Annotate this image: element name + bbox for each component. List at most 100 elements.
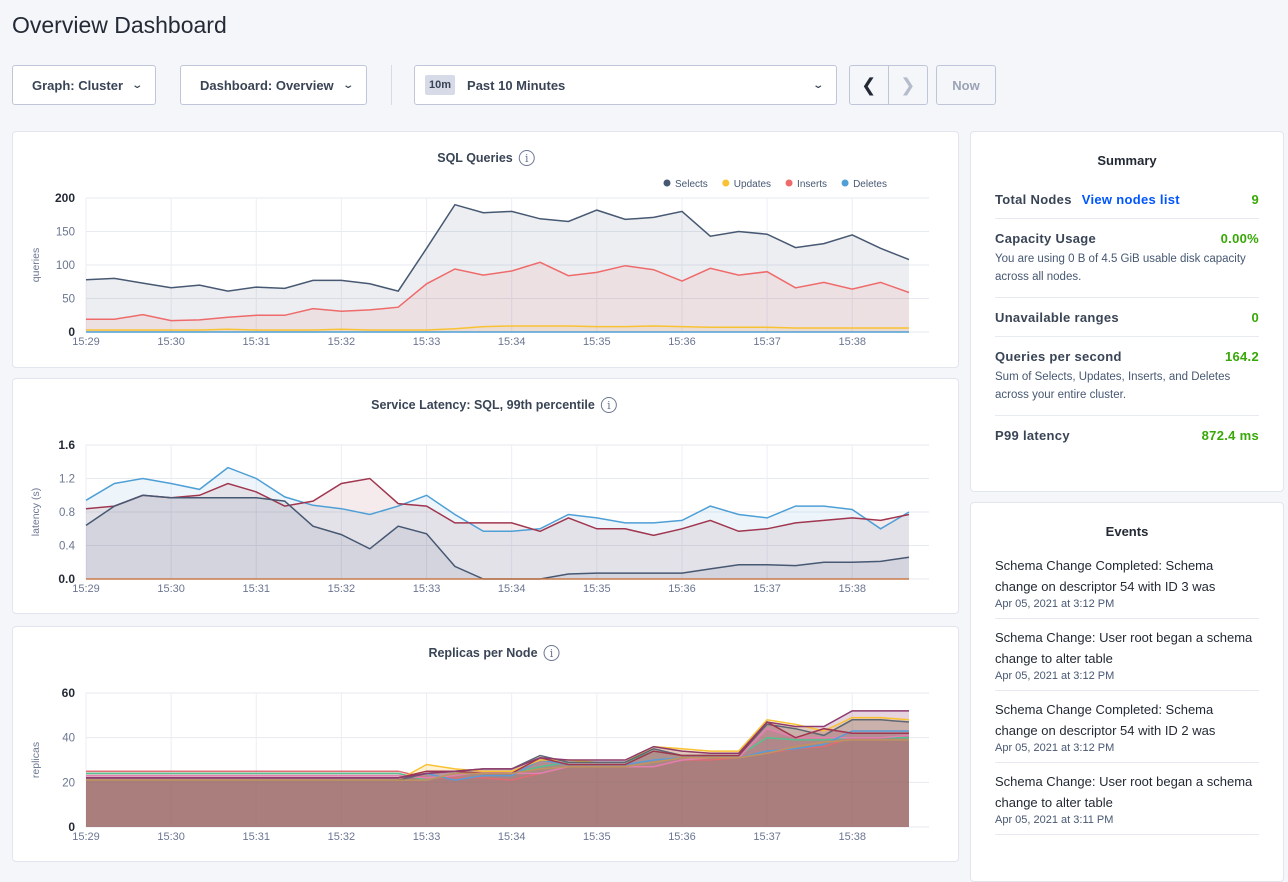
events-panel: Events Schema Change Completed: Schema c… (970, 502, 1284, 882)
series-area (86, 467, 909, 579)
event-text: Schema Change: User root began a schema … (995, 630, 1253, 666)
chevron-down-icon: ⌄ (341, 79, 354, 91)
x-tick-label: 15:32 (328, 583, 356, 595)
x-tick-label: 15:36 (668, 336, 696, 348)
x-tick-label: 15:33 (413, 336, 441, 348)
label: P99 latency (995, 428, 1070, 443)
chart-title: SQL Queries (437, 151, 513, 165)
x-tick-label: 15:29 (72, 583, 100, 595)
x-tick-label: 15:30 (157, 831, 185, 843)
legend-swatch (841, 179, 849, 187)
event-date: Apr 05, 2021 at 3:12 PM (995, 742, 1115, 754)
time-nav: ❮ ❯ (849, 65, 928, 105)
event-text: Schema Change Completed: Schema change o… (995, 702, 1216, 738)
event-item[interactable]: Schema Change: User root began a schema … (995, 763, 1259, 835)
chart-title: Replicas per Node (428, 646, 537, 660)
y-tick-label: 40 (62, 733, 75, 745)
legend-swatch (722, 179, 730, 187)
event-text: Schema Change Completed: Schema change o… (995, 558, 1216, 594)
x-tick-label: 15:37 (753, 336, 781, 348)
y-tick-label: 200 (55, 191, 75, 205)
legend-label: Deletes (853, 179, 887, 190)
chart-title: Service Latency: SQL, 99th percentile (371, 398, 595, 412)
y-tick-label: 0 (68, 325, 75, 339)
legend-swatch (663, 179, 671, 187)
x-tick-label: 15:38 (838, 583, 866, 595)
y-axis-label: queries (30, 248, 42, 282)
summary-panel: Summary Total Nodes View nodes list 9 Capa… (970, 131, 1284, 492)
value: 0.00% (1220, 231, 1259, 246)
x-tick-label: 15:32 (328, 831, 356, 843)
event-item[interactable]: Schema Change Completed: Schema change o… (995, 691, 1259, 763)
y-tick-label: 1.2 (59, 474, 75, 486)
legend-label: Inserts (797, 179, 827, 190)
x-tick-label: 15:34 (498, 583, 526, 595)
x-tick-label: 15:31 (243, 336, 271, 348)
y-tick-label: 0.4 (59, 541, 76, 553)
y-tick-label: 60 (62, 686, 76, 700)
page-title: Overview Dashboard (12, 12, 227, 38)
time-range-badge: 10m (425, 75, 456, 95)
events-title: Events (1105, 524, 1149, 539)
x-tick-label: 15:31 (243, 583, 271, 595)
summary-capacity: Capacity Usage 0.00% You are using 0 B of … (995, 219, 1259, 298)
x-tick-label: 15:36 (668, 831, 696, 843)
series-line-updates (86, 325, 909, 331)
label: Queries per second (995, 349, 1122, 364)
dashboard-selector-label: Dashboard: Overview (200, 77, 334, 93)
graph-selector[interactable]: Graph: Cluster ⌄ (12, 65, 156, 105)
description: Sum of Selects, Updates, Inserts, and De… (995, 371, 1231, 401)
x-tick-label: 15:35 (583, 583, 611, 595)
x-tick-label: 15:29 (72, 336, 100, 348)
x-tick-label: 15:35 (583, 336, 611, 348)
summary-title: Summary (1097, 153, 1157, 168)
summary-total-nodes: Total Nodes View nodes list 9 (995, 180, 1259, 219)
time-range-label: Past 10 Minutes (467, 77, 566, 93)
x-tick-label: 15:30 (157, 336, 185, 348)
label: Total Nodes (995, 192, 1072, 207)
chevron-down-icon: ⌄ (131, 79, 144, 91)
time-range-selector[interactable]: 10m Past 10 Minutes ⌄ (414, 65, 837, 105)
x-tick-label: 15:34 (498, 831, 526, 843)
summary-unavailable-ranges: Unavailable ranges 0 (995, 298, 1259, 337)
x-tick-label: 15:30 (157, 583, 185, 595)
legend-swatch (785, 179, 793, 187)
info-icon (543, 645, 560, 661)
chevron-down-icon: ⌄ (811, 79, 824, 91)
info-icon-glyph: i (607, 399, 611, 412)
event-item[interactable]: Schema Change Completed: Schema change o… (995, 547, 1259, 619)
divider (391, 65, 392, 105)
legend-label: Selects (675, 179, 708, 190)
event-item[interactable]: Schema Change: User root began a schema … (995, 619, 1259, 691)
x-tick-label: 15:37 (753, 583, 781, 595)
x-tick-label: 15:36 (668, 583, 696, 595)
description: You are using 0 B of 4.5 GiB usable disk… (995, 253, 1246, 283)
chevron-left-icon[interactable]: ❮ (850, 66, 889, 104)
value: 9 (1251, 192, 1259, 207)
info-icon-glyph: i (525, 152, 529, 165)
y-tick-label: 20 (62, 777, 75, 789)
view-nodes-link[interactable]: View nodes list (1081, 192, 1180, 207)
series-area (86, 204, 909, 332)
now-button[interactable]: Now (936, 65, 996, 105)
series-line (86, 710, 909, 779)
chart-sql-queries: SQL Queries i 0 50 100 150 200 15:29 15:30 15:31 1… (12, 131, 959, 368)
dashboard-selector[interactable]: Dashboard: Overview ⌄ (180, 65, 367, 105)
x-tick-label: 15:37 (753, 831, 781, 843)
series-area (86, 739, 909, 827)
series-line (86, 727, 910, 779)
y-tick-label: 1.6 (58, 438, 75, 452)
chart-replicas-per-node: Replicas per Node i 0 20 40 60 15:29 15:30 15:31… (12, 626, 959, 862)
series-line (86, 739, 909, 781)
series-line (85, 477, 910, 537)
chevron-right-icon[interactable]: ❯ (900, 74, 916, 95)
series-area (86, 728, 909, 827)
series-area (86, 722, 909, 827)
y-tick-label: 0.0 (58, 572, 75, 586)
x-tick-label: 15:32 (328, 336, 356, 348)
info-icon (600, 397, 617, 413)
y-axis-label: latency (s) (30, 488, 42, 536)
x-tick-label: 15:33 (413, 583, 441, 595)
chart-service-latency: Service Latency: SQL, 99th percentile i 0.… (12, 378, 959, 614)
label: Capacity Usage (995, 231, 1097, 246)
